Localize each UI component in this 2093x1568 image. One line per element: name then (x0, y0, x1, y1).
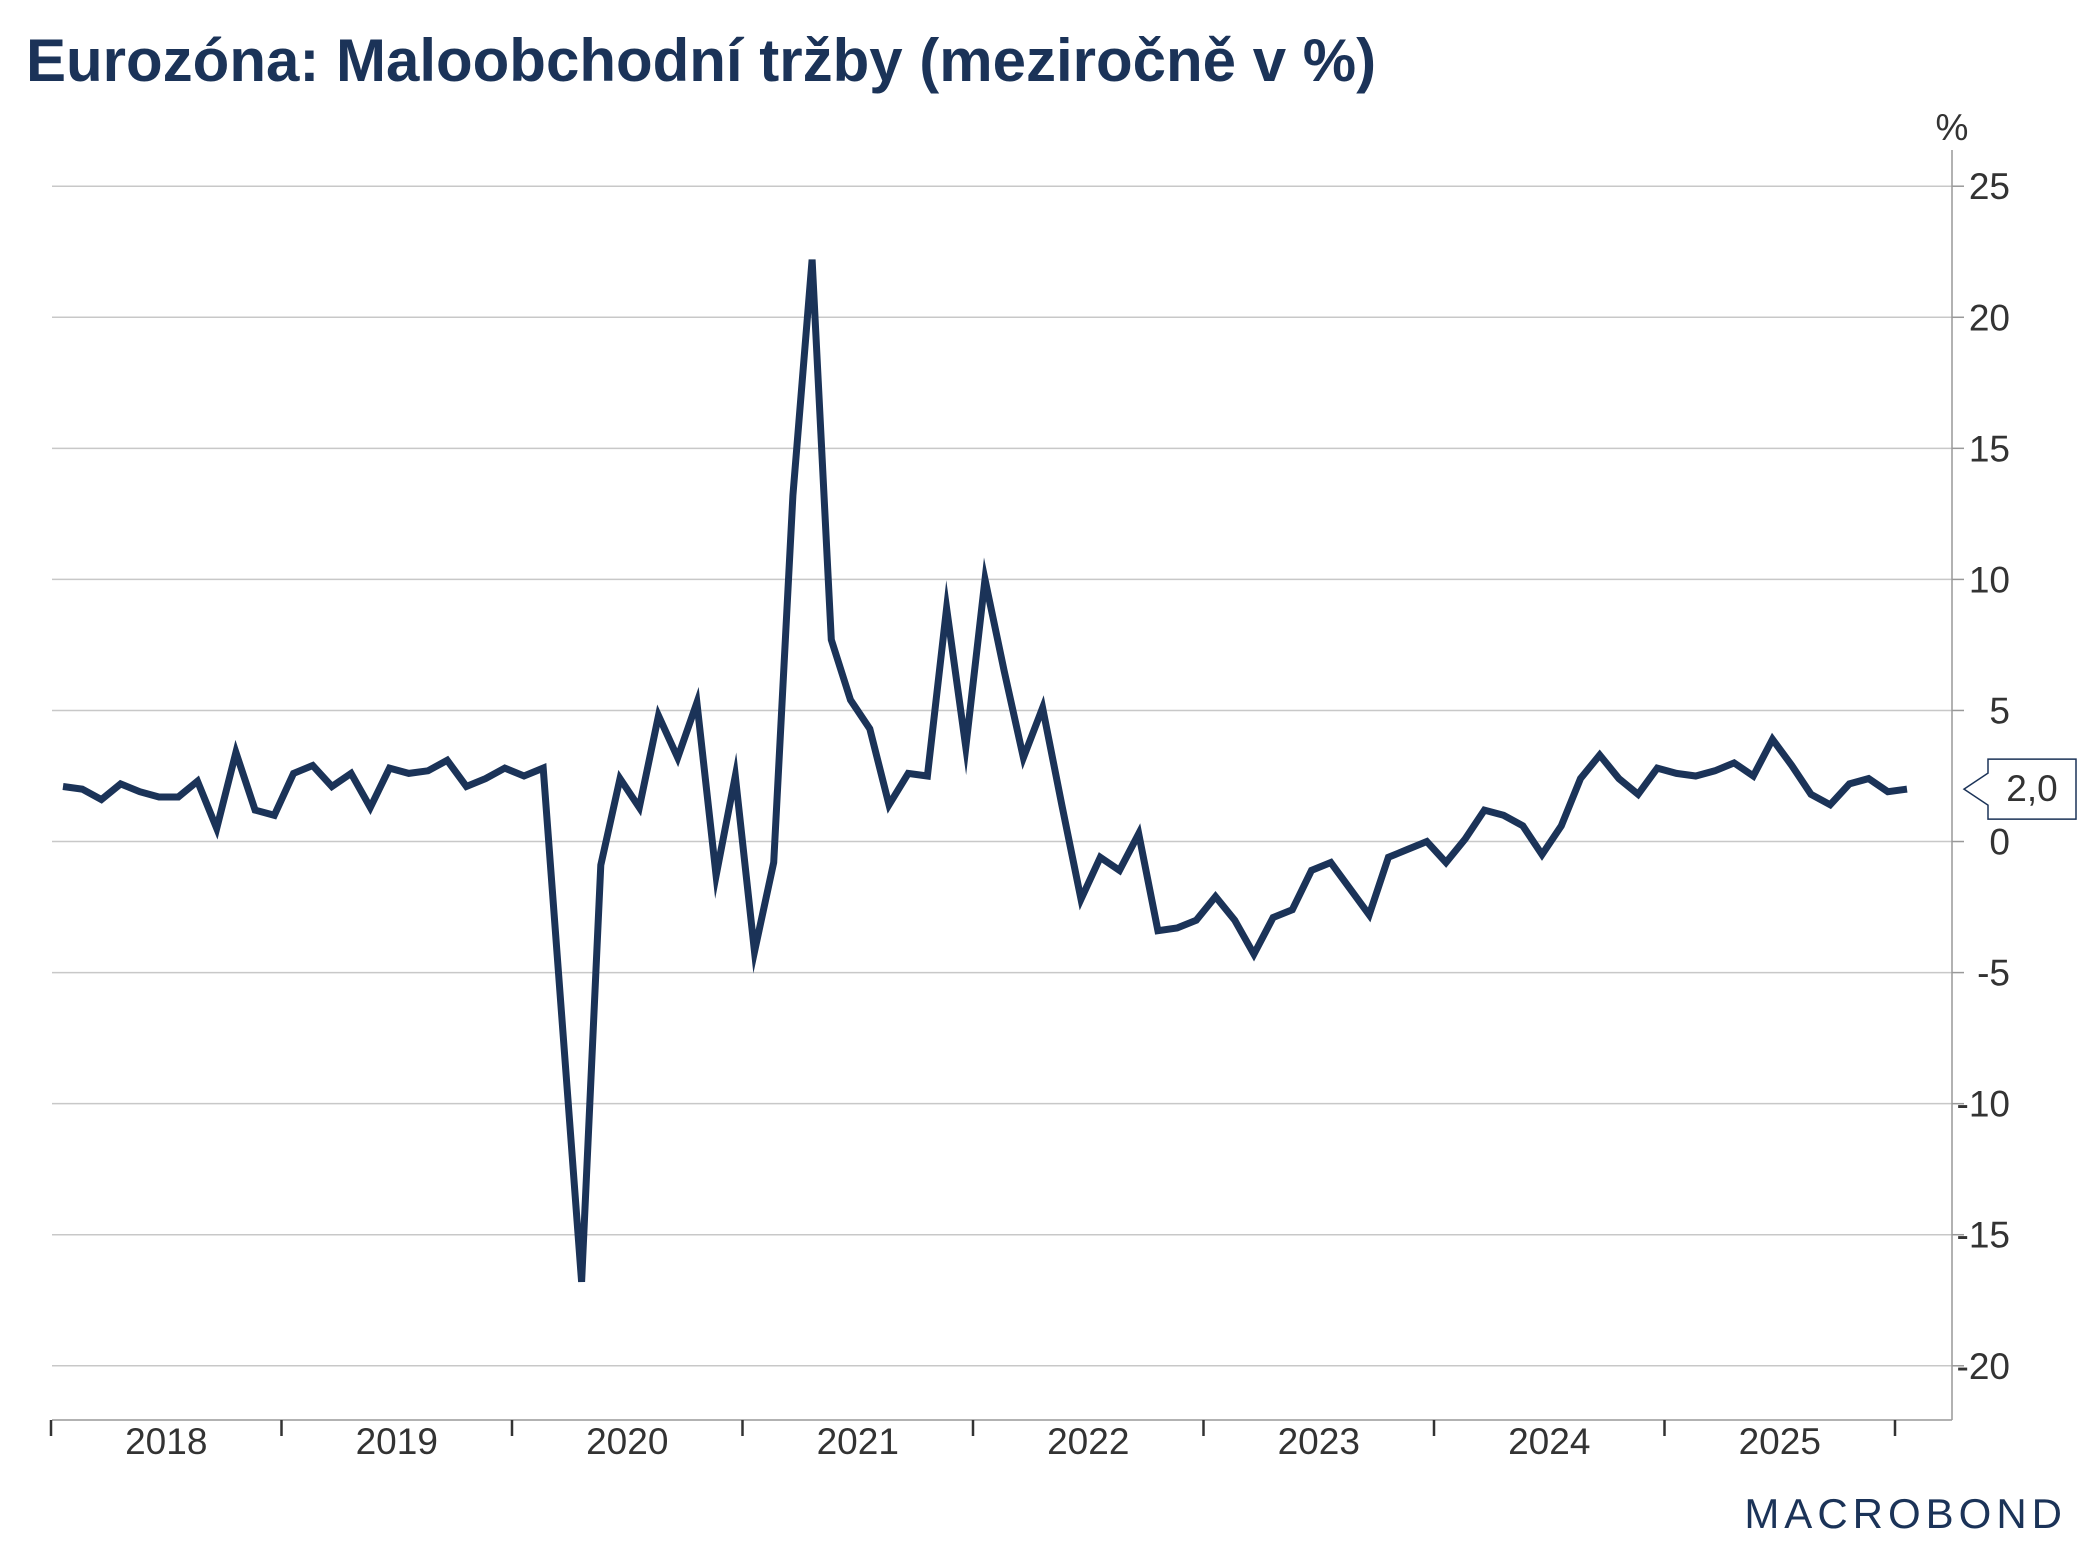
y-tick-label: 5 (1989, 690, 2010, 731)
series-line (62, 259, 1908, 1283)
gridlines (52, 185, 1952, 1367)
y-tick-label: 20 (1969, 297, 2010, 338)
last-value-callout: 2,0 (1962, 758, 2077, 820)
y-tick-label: -15 (1957, 1215, 2010, 1256)
last-value-label: 2,0 (2006, 768, 2057, 809)
y-tick-label: 15 (1969, 428, 2010, 469)
x-tick-label: 2024 (1508, 1421, 1590, 1462)
y-tick-label: 10 (1969, 559, 2010, 600)
y-tick-label: 25 (1969, 166, 2010, 207)
series-layer (62, 259, 1908, 1283)
y-axis-unit-label: % (1936, 107, 1969, 148)
x-tick-label: 2025 (1739, 1421, 1821, 1462)
x-axis-ticks: 2018 2019 2020 2021 2022 2023 2024 2025 (49, 1420, 1897, 1462)
chart-title: Eurozóna: Maloobchodní tržby (meziročně … (26, 27, 1377, 94)
y-tick-label: 0 (1989, 822, 2010, 863)
axes (52, 150, 1953, 1421)
x-tick-label: 2018 (125, 1421, 207, 1462)
y-tick-label: -5 (1977, 953, 2010, 994)
x-tick-label: 2021 (817, 1421, 899, 1462)
x-tick-label: 2019 (356, 1421, 438, 1462)
x-tick-label: 2023 (1278, 1421, 1360, 1462)
y-axis-ticks: 25 20 15 10 5 0 -5 -10 -15 -20 (1952, 166, 2010, 1387)
y-tick-label: -20 (1957, 1346, 2010, 1387)
last-value-box (1962, 758, 2077, 820)
y-tick-label: -10 (1957, 1084, 2010, 1125)
x-tick-label: 2022 (1047, 1421, 1129, 1462)
x-tick-label: 2020 (586, 1421, 668, 1462)
macrobond-logo: MACROBOND (1744, 1490, 2067, 1537)
